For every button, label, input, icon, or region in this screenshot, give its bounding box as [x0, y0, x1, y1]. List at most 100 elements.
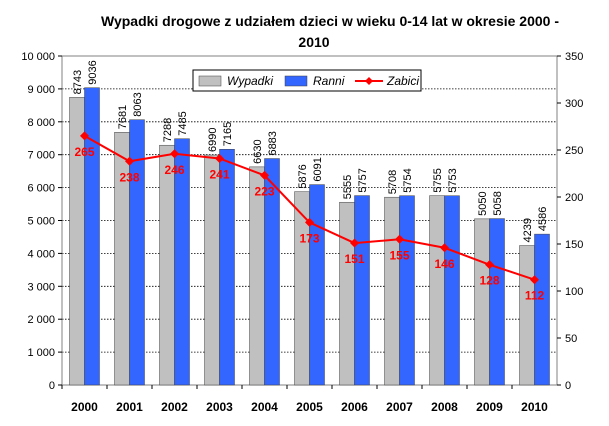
bar-value-label: 9036	[87, 60, 99, 84]
bar-wypadki	[474, 218, 490, 386]
bar-wypadki	[204, 154, 220, 386]
y-right-tick-label: 350	[565, 51, 583, 63]
line-point-marker	[125, 156, 134, 166]
y-left-tick-label: 1 000	[27, 347, 55, 359]
y-left-tick-label: 0	[49, 380, 55, 392]
legend-label-wypadki: Wypadki	[227, 74, 273, 88]
bar-wypadki	[159, 144, 175, 386]
bar-ranni	[444, 195, 460, 386]
x-tick-label: 2009	[476, 400, 503, 414]
x-tick-label: 2002	[161, 400, 188, 414]
line-value-label: 151	[344, 252, 364, 266]
line-point-marker	[215, 153, 224, 163]
plot-area: 0 1 000 2 000 3 000 4 000 5 000 6 000 7 000 8 00…	[21, 51, 583, 414]
bar-ranni	[534, 233, 550, 386]
line-value-label: 128	[479, 274, 499, 288]
line-point-marker	[260, 170, 269, 180]
y-right-tick-label: 50	[565, 333, 577, 345]
line-point-marker	[395, 234, 404, 244]
bar-value-label: 4586	[537, 207, 549, 231]
legend-swatch-ranni	[284, 75, 308, 87]
bar-value-label: 6990	[207, 128, 219, 152]
bar-ranni	[84, 87, 100, 386]
bar-ranni	[309, 184, 325, 386]
y-left-tick-label: 3 000	[27, 281, 55, 293]
x-tick-label: 2003	[206, 400, 233, 414]
bar-value-label: 7288	[162, 118, 174, 142]
bar-value-label: 4239	[522, 218, 534, 242]
legend-marker-zabici	[365, 77, 373, 85]
y-left-tick-label: 2 000	[27, 314, 55, 326]
bar-value-label: 7485	[177, 111, 189, 135]
y-left-tick-label: 8 000	[27, 117, 55, 129]
bar-ranni	[264, 158, 280, 386]
y-right-tick-label: 200	[565, 192, 583, 204]
x-tick-label: 2000	[71, 400, 98, 414]
bar-ranni	[219, 149, 235, 386]
line-point-marker	[80, 131, 89, 141]
bar-value-label: 5754	[402, 168, 414, 192]
x-tick-label: 2005	[296, 400, 323, 414]
line-point-marker	[170, 149, 179, 159]
y-right-tick-label: 150	[565, 239, 583, 251]
bar-value-label: 5753	[447, 168, 459, 192]
x-tick-label: 2007	[386, 400, 413, 414]
bar-wypadki	[69, 97, 85, 386]
line-value-label: 112	[525, 289, 545, 303]
line-point-marker	[485, 260, 494, 270]
bar-value-label: 5755	[432, 168, 444, 192]
bar-value-label: 6630	[252, 139, 264, 163]
line-value-label: 223	[254, 184, 274, 198]
line-value-label: 238	[119, 170, 139, 184]
bar-value-label: 7681	[117, 105, 129, 129]
y-left-tick-label: 9 000	[27, 84, 55, 96]
line-point-marker	[350, 238, 359, 248]
bar-value-label: 5555	[342, 175, 354, 199]
bar-value-label: 5058	[492, 191, 504, 215]
bar-ranni	[354, 195, 370, 386]
y-left-tick-label: 5 000	[27, 216, 55, 228]
bar-value-label: 5876	[297, 164, 309, 188]
bar-wypadki	[429, 195, 445, 386]
bar-value-label: 5050	[477, 191, 489, 215]
x-tick-label: 2008	[431, 400, 458, 414]
y-left-tick-label: 7 000	[27, 150, 55, 162]
x-tick-label: 2004	[251, 400, 278, 414]
line-value-label: 265	[74, 145, 94, 159]
y-left-tick-label: 10 000	[21, 51, 55, 63]
line-value-label: 146	[434, 257, 454, 271]
y-right-tick-label: 300	[565, 98, 583, 110]
bar-ranni	[174, 138, 190, 386]
chart-title-line1: Wypadki drogowe z udziałem dzieci w wiek…	[101, 13, 559, 29]
y-right-tick-label: 0	[565, 380, 571, 392]
bar-value-label: 8743	[72, 70, 84, 94]
chart-title-line2: 2010	[298, 34, 329, 50]
bar-ranni	[399, 195, 415, 386]
bar-value-label: 7165	[222, 122, 234, 146]
bar-wypadki	[249, 166, 265, 386]
line-point-marker	[530, 275, 539, 285]
bar-value-label: 5757	[357, 168, 369, 192]
y-right-tick-label: 250	[565, 145, 583, 157]
bar-wypadki	[384, 196, 400, 386]
line-value-label: 246	[164, 163, 184, 177]
bar-value-label: 6091	[312, 157, 324, 181]
bar-ranni	[129, 119, 145, 386]
line-value-label: 241	[209, 167, 229, 181]
legend-label-ranni: Ranni	[313, 74, 345, 88]
bar-ranni	[489, 218, 505, 386]
legend-label-zabici: Zabici	[386, 74, 419, 88]
bar-value-label: 6883	[267, 131, 279, 155]
x-tick-label: 2006	[341, 400, 368, 414]
bar-value-label: 5708	[387, 170, 399, 194]
bar-wypadki	[519, 245, 535, 386]
line-value-label: 155	[389, 248, 409, 262]
legend: Wypadki Ranni Zabici	[192, 69, 422, 92]
line-point-marker	[440, 243, 449, 253]
bar-wypadki	[339, 201, 355, 386]
bar-value-label: 8063	[132, 92, 144, 116]
y-left-tick-label: 6 000	[27, 183, 55, 195]
legend-swatch-wypadki	[198, 75, 222, 87]
